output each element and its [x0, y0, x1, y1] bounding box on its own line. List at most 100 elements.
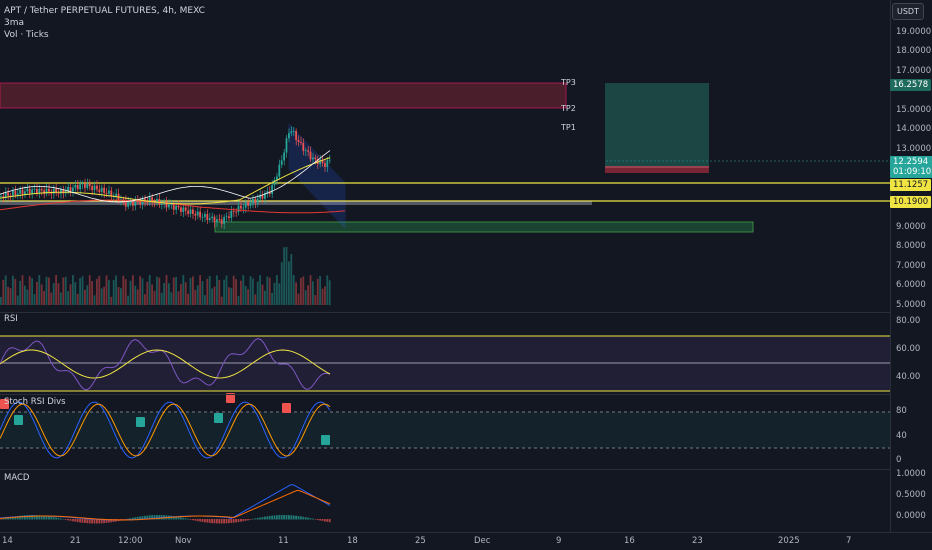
target-box: [605, 83, 709, 167]
time-axis-label: Nov: [175, 536, 192, 546]
volume-bar: [319, 275, 321, 305]
volume-bar: [213, 286, 216, 305]
volume-bar: [240, 280, 242, 305]
time-axis-label: 9: [556, 536, 562, 546]
candle-body: [237, 205, 240, 212]
macd-histogram-bar: [60, 518, 62, 520]
macd-histogram-bar: [153, 515, 156, 520]
candle-body: [100, 187, 103, 192]
macd-signal-line: [0, 489, 331, 521]
volume-bar: [266, 276, 269, 305]
volume-bar: [127, 295, 129, 305]
volume-bar: [84, 289, 86, 305]
macd-histogram-bar: [295, 515, 297, 520]
macd-histogram-bar: [26, 515, 29, 520]
macd-histogram-bar: [72, 519, 74, 522]
candle-body: [314, 157, 317, 160]
chart-canvas[interactable]: [0, 0, 890, 533]
macd-histogram-bar: [156, 515, 158, 520]
pane-separator-stoch[interactable]: [0, 394, 890, 395]
volume-bar: [218, 280, 221, 305]
candle-body: [240, 205, 242, 209]
volume-bar: [312, 281, 314, 305]
volume-bar: [124, 279, 127, 305]
upper-level-tag: 11.1257: [890, 179, 932, 191]
macd-histogram-bar: [230, 519, 233, 523]
macd-histogram-bar: [4, 518, 7, 520]
ma-short-line: [0, 150, 331, 203]
volume-bar: [139, 276, 141, 305]
volume-bar: [79, 278, 81, 305]
symbol-legend[interactable]: APT / Tether PERPETUAL FUTURES, 4h, MEXC…: [4, 5, 205, 41]
candle-body: [76, 185, 79, 190]
candle-body: [220, 219, 223, 224]
macd-histogram-bar: [38, 515, 41, 520]
candle-body: [187, 210, 189, 214]
macd-histogram-bar: [136, 516, 139, 520]
candle-body: [230, 210, 233, 218]
pane-separator-rsi[interactable]: [0, 312, 890, 313]
candle-body: [232, 210, 235, 212]
candle-body: [252, 198, 254, 204]
rsi-title[interactable]: RSI: [4, 314, 18, 324]
indicator-volume-label[interactable]: Vol · Ticks: [4, 30, 49, 40]
candle-body: [52, 188, 55, 194]
indicator-3ma-label[interactable]: 3ma: [4, 18, 25, 28]
candle-body: [218, 219, 221, 221]
volume-bar: [108, 280, 110, 305]
candle-body: [283, 152, 285, 161]
candle-body: [108, 190, 110, 194]
volume-bar: [220, 296, 223, 305]
volume-bar: [117, 287, 120, 305]
macd-histogram-bar: [256, 517, 259, 520]
macd-histogram-bar: [79, 519, 81, 523]
currency-button[interactable]: USDT: [892, 3, 924, 20]
macd-histogram-bar: [103, 519, 105, 524]
volume-bar: [122, 275, 125, 305]
rsi-scale-60: 60.00: [896, 344, 921, 354]
candle-body: [88, 183, 91, 187]
macd-histogram-bar: [326, 519, 329, 522]
macd-histogram-bar: [223, 519, 225, 524]
candle-body: [182, 207, 185, 212]
candle-body: [177, 205, 180, 208]
time-axis-label: 16: [624, 536, 635, 546]
candle-body: [103, 187, 105, 193]
volume-bar: [182, 275, 185, 305]
candle-body: [21, 189, 24, 195]
volume-bar: [151, 284, 153, 305]
stoch-r-marker-bear: [226, 393, 235, 403]
stoch-title[interactable]: Stoch RSI Divs: [4, 397, 66, 407]
macd-histogram-bar: [43, 515, 45, 520]
macd-histogram-bar: [86, 519, 89, 524]
candle-body: [28, 188, 31, 194]
candle-body: [292, 131, 295, 132]
candle-body: [84, 183, 86, 188]
volume-bar: [24, 285, 26, 305]
macd-histogram-bar: [240, 519, 242, 522]
candle-body: [266, 191, 269, 193]
volume-bar: [177, 291, 180, 305]
macd-histogram-bar: [14, 516, 17, 520]
macd-histogram-bar: [7, 517, 9, 520]
macd-histogram-bar: [12, 516, 14, 520]
candle-body: [290, 131, 293, 134]
volume-bar: [206, 278, 209, 305]
symbol-title[interactable]: APT / Tether PERPETUAL FUTURES, 4h, MEXC: [4, 6, 205, 16]
candle-body: [242, 207, 245, 209]
candle-body: [307, 150, 309, 152]
macd-title[interactable]: MACD: [4, 473, 30, 483]
candle-body: [40, 188, 43, 191]
macd-histogram-bar: [129, 518, 132, 520]
macd-histogram-bar: [33, 515, 36, 520]
volume-bar: [232, 275, 235, 305]
macd-histogram-bar: [124, 519, 127, 520]
candle-body: [213, 216, 216, 223]
macd-histogram-bar: [321, 519, 324, 521]
candle-body: [38, 188, 41, 194]
macd-histogram-bar: [232, 519, 235, 523]
macd-histogram-bar: [108, 519, 110, 523]
pane-separator-macd[interactable]: [0, 469, 890, 470]
candle-body: [0, 196, 2, 197]
macd-histogram-bar: [50, 516, 53, 520]
